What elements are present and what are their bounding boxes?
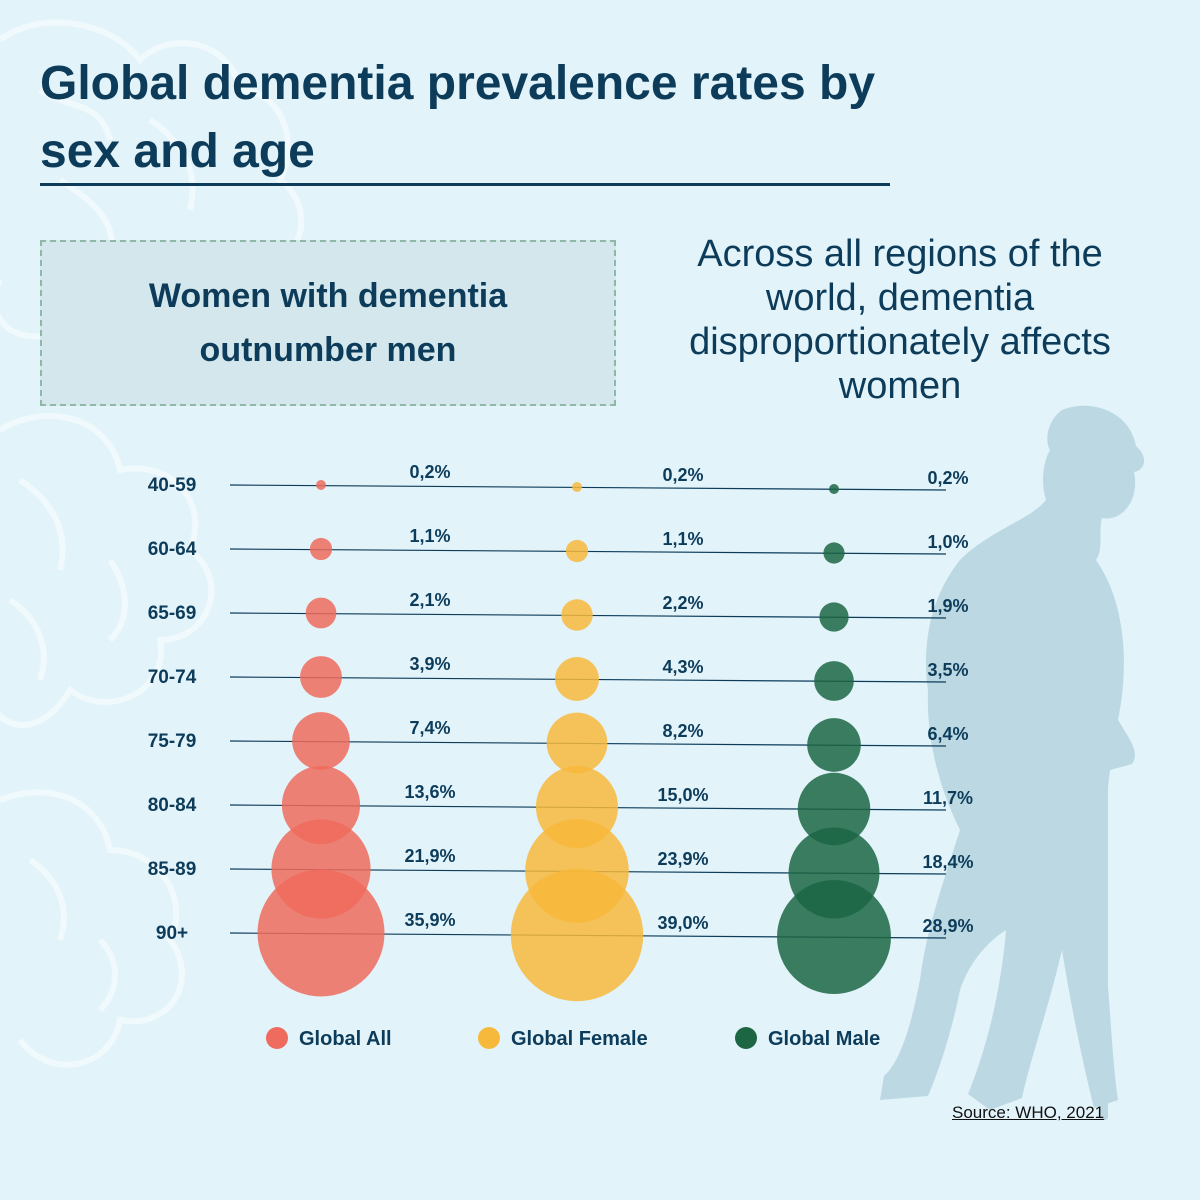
subtitle: Across all regions of the world, dementi… [689,233,1111,407]
age-label-75-79: 75-79 [148,731,197,752]
elderly-man-icon [880,405,1145,1120]
value-label-1-5: 15,0% [657,785,708,805]
callout-text: Women with dementia outnumber men [148,277,508,369]
bubble-2-0 [829,484,839,494]
bubble-2-7 [777,880,891,994]
age-label-60-64: 60-64 [148,539,197,560]
bubble-0-7 [257,869,385,997]
value-label-0-2: 2,1% [409,590,450,610]
value-label-0-7: 35,9% [404,910,455,930]
bubble-0-4 [292,712,350,770]
title-divider [40,183,890,186]
value-label-2-3: 3,5% [927,660,968,680]
legend-swatch-2 [735,1027,757,1049]
chart-title: Global dementia prevalence rates by sex … [40,57,876,178]
legend-label-0: Global All [299,1028,392,1050]
value-label-0-0: 0,2% [409,462,450,482]
value-label-1-6: 23,9% [657,849,708,869]
value-label-1-7: 39,0% [657,913,708,933]
bubble-2-3 [814,661,854,701]
age-label-70-74: 70-74 [148,667,197,688]
value-label-0-1: 1,1% [409,526,450,546]
bubble-2-4 [807,718,861,772]
bubble-2-5 [797,772,871,846]
bubbles [257,480,891,1002]
value-label-0-4: 7,4% [409,718,450,738]
bubble-1-1 [565,539,589,563]
value-label-0-3: 3,9% [409,654,450,674]
value-label-1-0: 0,2% [662,465,703,485]
bubble-0-0 [316,480,326,490]
value-label-1-1: 1,1% [662,529,703,549]
age-label-85-89: 85-89 [148,859,197,880]
value-label-1-4: 8,2% [662,721,703,741]
age-label-90+: 90+ [156,923,188,944]
value-label-2-4: 6,4% [927,724,968,744]
value-label-2-6: 18,4% [922,852,973,872]
labels: 40-59 60-64 65-69 70-74 75-79 80-84 85-89 90+ 0,… [148,462,974,944]
bubble-1-7 [510,868,644,1002]
legend-label-1: Global Female [511,1028,648,1050]
age-label-65-69: 65-69 [148,603,197,624]
bubble-1-4 [546,712,608,774]
bubble-0-1 [309,537,333,561]
legend-swatch-0 [266,1027,288,1049]
bubble-2-1 [823,542,845,564]
bubble-0-3 [300,656,342,698]
callout-box: Women with dementia outnumber men [40,240,616,406]
value-label-2-5: 11,7% [923,788,973,808]
value-label-2-0: 0,2% [927,468,968,488]
value-label-2-7: 28,9% [922,916,973,936]
bubble-1-2 [561,599,593,631]
bubble-1-0 [572,482,582,492]
value-label-2-1: 1,0% [927,532,968,552]
value-label-2-2: 1,9% [927,596,968,616]
bubble-2-2 [819,602,849,632]
value-label-1-2: 2,2% [662,593,703,613]
legend-swatch-1 [478,1027,500,1049]
age-label-40-59: 40-59 [148,475,197,496]
bubble-0-2 [305,597,337,629]
age-label-80-84: 80-84 [148,795,197,816]
row-line-40-59 [229,484,947,491]
value-label-0-5: 13,6% [404,782,455,802]
bubble-1-3 [555,657,599,701]
legend-label-2: Global Male [768,1028,880,1050]
legend: Global All Global Female Global Male [266,1027,880,1050]
source-citation[interactable]: Source: WHO, 2021 [952,1103,1105,1122]
value-label-1-3: 4,3% [662,657,703,677]
value-label-0-6: 21,9% [404,846,455,866]
